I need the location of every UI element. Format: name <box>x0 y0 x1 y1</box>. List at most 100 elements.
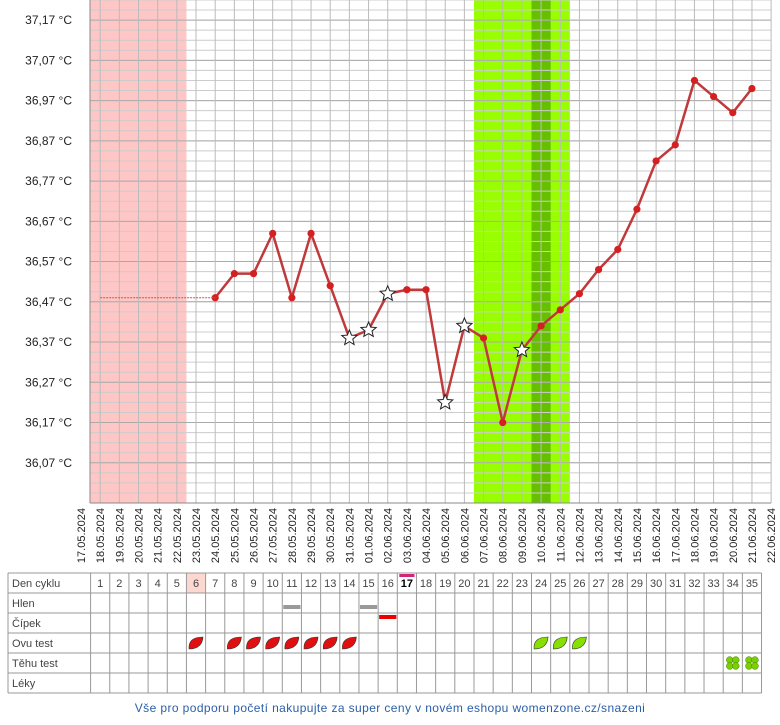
point <box>537 322 545 330</box>
row-label: Hlen <box>12 598 35 610</box>
star-point <box>513 340 531 358</box>
point <box>690 76 699 85</box>
cycle-day: 5 <box>174 578 180 590</box>
point <box>556 306 564 314</box>
y-tick-label: 36,87 °C <box>25 134 72 148</box>
x-tick-label: 08.06.2024 <box>498 508 510 563</box>
point <box>729 109 737 117</box>
y-tick-label: 36,07 °C <box>25 456 72 470</box>
cycle-day: 14 <box>343 578 355 590</box>
x-tick-label: 09.06.2024 <box>517 508 529 563</box>
x-tick-label: 18.05.2024 <box>95 508 107 563</box>
cycle-day: 9 <box>250 578 256 590</box>
cycle-day: 24 <box>535 578 547 590</box>
cycle-day: 34 <box>727 578 739 590</box>
point <box>652 157 660 165</box>
star-point <box>359 320 378 338</box>
row-label: Těhu test <box>12 658 58 670</box>
x-tick-label: 25.05.2024 <box>229 508 241 563</box>
cycle-day: 19 <box>439 578 451 590</box>
ovu-test-mark <box>284 636 300 650</box>
x-tick-label: 18.06.2024 <box>689 508 701 563</box>
cycle-day: 16 <box>382 578 394 590</box>
x-tick-label: 21.05.2024 <box>153 508 165 563</box>
ovu-test-mark <box>303 636 319 650</box>
row-label: Ovu test <box>12 638 53 650</box>
y-tick-label: 37,07 °C <box>25 53 72 67</box>
ovu-test-mark <box>227 636 242 650</box>
point <box>748 84 756 93</box>
cycle-day: 4 <box>155 578 161 590</box>
point <box>633 205 641 213</box>
cycle-day: 27 <box>592 578 604 590</box>
y-tick-label: 36,17 °C <box>25 416 72 430</box>
x-tick-label: 22.05.2024 <box>172 508 184 563</box>
cycle-day: 12 <box>305 578 317 590</box>
star-point <box>436 393 455 410</box>
x-tick-label: 06.06.2024 <box>459 508 471 563</box>
cycle-day: 30 <box>650 578 662 590</box>
point <box>230 270 238 278</box>
x-tick-label: 03.06.2024 <box>402 508 414 563</box>
cycle-day: 33 <box>707 578 719 590</box>
x-tick-label: 21.06.2024 <box>747 508 759 563</box>
cycle-day: 6 <box>193 578 199 590</box>
x-tick-label: 12.06.2024 <box>574 508 586 563</box>
point <box>326 282 334 290</box>
cycle-day: 7 <box>212 578 218 590</box>
x-tick-label: 26.05.2024 <box>249 508 261 563</box>
x-tick-label: 31.05.2024 <box>344 508 356 563</box>
y-tick-label: 37,17 °C <box>25 13 72 27</box>
cycle-day: 35 <box>746 578 758 590</box>
row-label: Den cyklu <box>12 578 60 590</box>
point <box>710 92 718 101</box>
pregnancy-test-mark <box>745 656 759 670</box>
star-point <box>340 328 359 346</box>
point <box>249 270 258 278</box>
cycle-day: 20 <box>458 578 470 590</box>
point <box>307 229 315 237</box>
y-tick-label: 36,27 °C <box>25 375 72 389</box>
x-tick-label: 23.05.2024 <box>191 508 203 563</box>
ovu-test-mark <box>265 636 281 650</box>
x-tick-label: 20.05.2024 <box>134 508 146 563</box>
x-tick-label: 11.06.2024 <box>555 508 567 562</box>
x-tick-label: 22.06.2024 <box>766 508 778 563</box>
x-tick-label: 15.06.2024 <box>632 508 644 563</box>
footer-link[interactable]: Vše pro podporu početí nakupujte za supe… <box>135 701 645 715</box>
cycle-day: 17 <box>401 578 413 590</box>
today-marker <box>399 574 415 577</box>
clover-leaf <box>751 662 759 670</box>
star-point <box>378 284 397 302</box>
cycle-day: 2 <box>116 578 122 590</box>
x-tick-label: 16.06.2024 <box>651 508 663 563</box>
point <box>614 245 622 254</box>
point <box>422 286 430 294</box>
x-tick-label: 07.06.2024 <box>479 508 491 563</box>
row-label: Čípek <box>12 617 41 630</box>
point <box>288 294 296 302</box>
mucus-mark <box>283 605 301 609</box>
cycle-day: 23 <box>516 578 528 590</box>
point <box>269 229 277 237</box>
ovu-test-mark <box>552 636 568 650</box>
cycle-day: 11 <box>286 578 297 590</box>
cycle-day: 3 <box>135 578 141 590</box>
x-tick-label: 02.06.2024 <box>383 508 395 563</box>
point <box>671 141 679 149</box>
x-tick-label: 20.06.2024 <box>728 508 740 563</box>
cycle-day: 8 <box>231 578 237 590</box>
y-tick-label: 36,47 °C <box>25 295 72 309</box>
point <box>403 286 411 294</box>
cycle-day: 25 <box>554 578 566 590</box>
y-tick-label: 36,37 °C <box>25 335 72 349</box>
ovu-test-mark <box>246 636 261 650</box>
x-tick-label: 04.06.2024 <box>421 508 433 563</box>
pregnancy-test-mark <box>726 656 740 670</box>
x-tick-label: 14.06.2024 <box>613 508 625 563</box>
x-tick-label: 28.05.2024 <box>287 508 299 563</box>
x-tick-label: 10.06.2024 <box>536 508 548 563</box>
cycle-day: 13 <box>324 578 336 590</box>
x-tick-label: 01.06.2024 <box>364 508 376 563</box>
